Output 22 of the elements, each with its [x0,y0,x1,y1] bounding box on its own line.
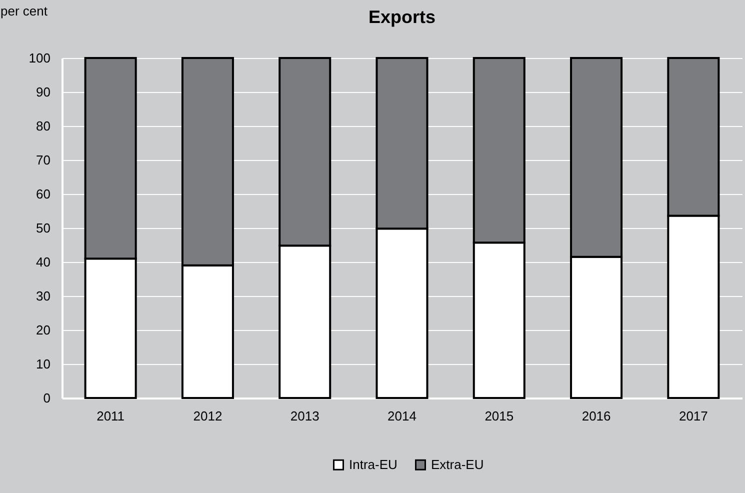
legend-label: Extra-EU [431,456,484,472]
y-tick-label: 30 [36,288,50,304]
y-tick-label: 80 [36,118,50,134]
x-tick-label: 2011 [96,408,125,424]
chart-title: Exports [368,7,436,27]
y-tick-label: 70 [36,152,50,168]
x-tick-label: 2017 [678,408,708,424]
x-tick-label: 2015 [484,408,514,424]
y-axis-title: per cent [0,4,48,18]
y-tick-label: 10 [36,356,50,372]
y-tick-label: 40 [36,254,50,270]
y-tick-label: 90 [36,84,50,100]
x-tick-label: 2013 [290,408,320,424]
x-tick-label: 2014 [388,408,416,424]
legend-label: Intra-EU [349,456,398,472]
y-tick-label: 50 [36,220,50,236]
y-tick-label: 0 [43,390,50,406]
x-tick-label: 2016 [582,408,611,424]
y-tick-label: 100 [28,50,50,66]
y-tick-label: 60 [36,186,50,202]
x-tick-label: 2012 [193,408,222,424]
y-tick-label: 20 [36,322,50,338]
